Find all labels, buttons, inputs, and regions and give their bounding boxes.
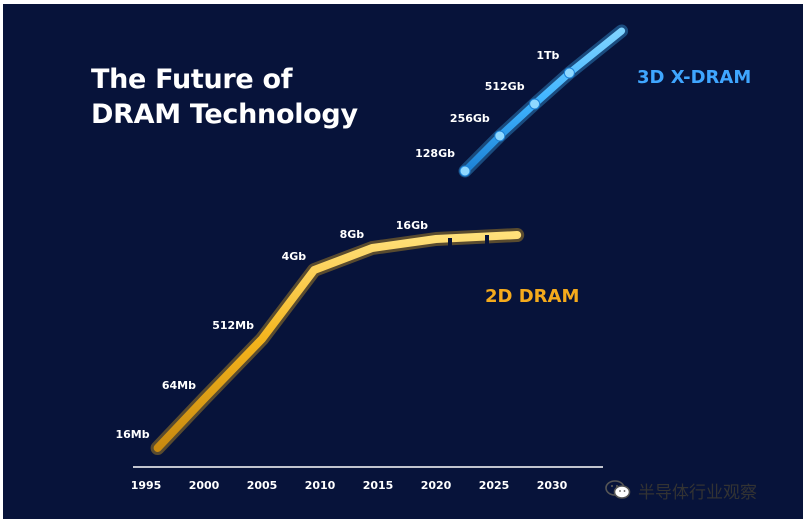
- series-label-3d-x-dram: 3D X-DRAM: [637, 67, 752, 88]
- series-line-0: [153, 231, 522, 452]
- data-label: 1Tb: [536, 49, 559, 62]
- data-point-3d: [459, 165, 471, 177]
- x-tick-label: 2030: [537, 479, 568, 492]
- data-label: 8Gb: [340, 228, 365, 241]
- data-label: 512Gb: [485, 80, 525, 93]
- data-label: 512Mb: [212, 319, 254, 332]
- dash-gap: [448, 238, 452, 248]
- x-tick-label: 2010: [305, 479, 336, 492]
- chart-title-line-2: DRAM Technology: [91, 99, 358, 130]
- x-tick-label: 2005: [247, 479, 278, 492]
- chart: 1995 2000 2005 2010 2015 2020 2025 2030 16Mb 64M…: [115, 24, 629, 492]
- watermark-text: 半导体行业观察: [638, 482, 757, 503]
- watermark: 半导体行业观察: [604, 476, 757, 504]
- chart-title-line-1: The Future of: [91, 64, 293, 95]
- data-label: 4Gb: [282, 250, 307, 263]
- x-tick-label: 2000: [189, 479, 220, 492]
- data-label: 16Mb: [115, 428, 149, 441]
- data-point-3d: [563, 67, 575, 79]
- slide: 1995 2000 2005 2010 2015 2020 2025 2030 16Mb 64M…: [3, 4, 803, 519]
- x-tick-label: 2015: [363, 479, 394, 492]
- x-tick-label: 2020: [421, 479, 452, 492]
- data-point-3d: [529, 98, 541, 110]
- series-label-2d-dram: 2D DRAM: [485, 286, 580, 307]
- data-label: 128Gb: [415, 147, 455, 160]
- data-point-3d: [494, 130, 506, 142]
- data-label: 16Gb: [396, 219, 428, 232]
- series-glow-0: [150, 228, 525, 455]
- data-label: 256Gb: [450, 112, 490, 125]
- x-tick-label: 1995: [131, 479, 162, 492]
- wechat-icon: [604, 479, 632, 501]
- data-label: 64Mb: [162, 379, 196, 392]
- x-tick-label: 2025: [479, 479, 510, 492]
- dash-gap: [485, 235, 489, 245]
